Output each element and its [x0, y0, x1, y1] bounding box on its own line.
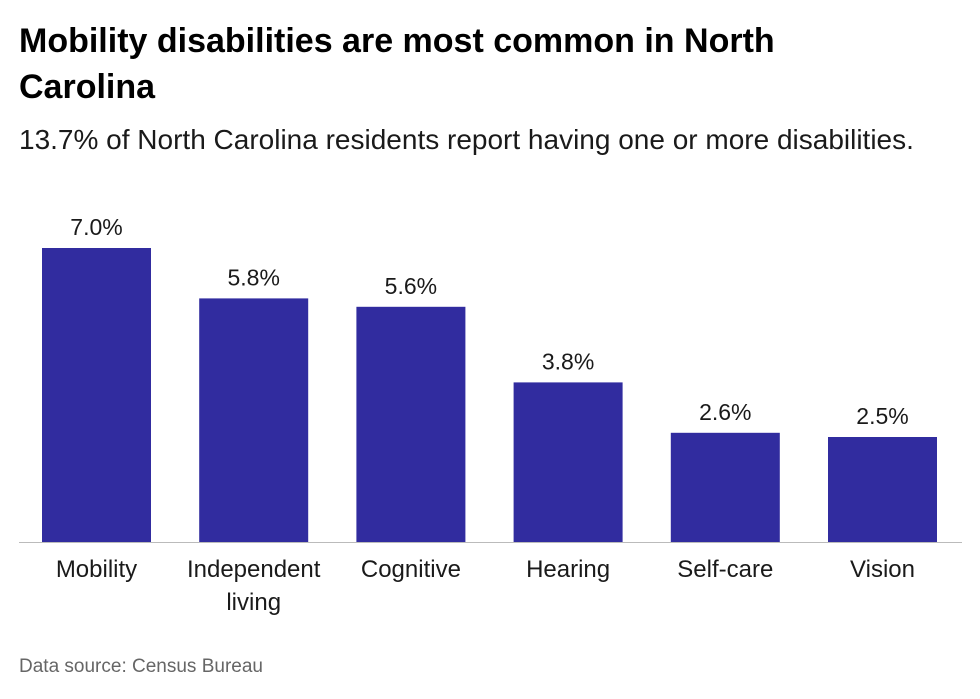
- bar-mobility: [42, 248, 151, 542]
- value-label: 5.6%: [385, 273, 437, 299]
- category-label: Cognitive: [361, 556, 461, 583]
- bar-hearing: [513, 382, 623, 542]
- value-label: 2.5%: [856, 403, 908, 429]
- category-label: living: [226, 589, 281, 616]
- bar-self-care: [670, 432, 780, 542]
- category-label: Self-care: [677, 556, 773, 583]
- category-label: Hearing: [526, 556, 610, 583]
- value-label: 5.8%: [227, 264, 279, 290]
- category-label: Independent: [187, 556, 321, 583]
- value-label: 2.6%: [699, 399, 751, 425]
- value-label: 3.8%: [542, 348, 594, 374]
- bar-chart: 7.0% Mobility 5.8% Independent living 5.6% Cog…: [19, 214, 962, 616]
- category-label: Mobility: [56, 556, 137, 583]
- bar-vision: [828, 437, 937, 542]
- chart-title: Mobility disabilities are most common in…: [19, 22, 775, 106]
- chart-subtitle: 13.7% of North Carolina residents report…: [19, 124, 914, 155]
- bar-cognitive: [356, 306, 466, 542]
- value-label: 7.0%: [70, 214, 122, 240]
- data-source: Data source: Census Bureau: [19, 656, 263, 677]
- bar-independent-living: [199, 298, 309, 542]
- category-label: Vision: [850, 556, 915, 583]
